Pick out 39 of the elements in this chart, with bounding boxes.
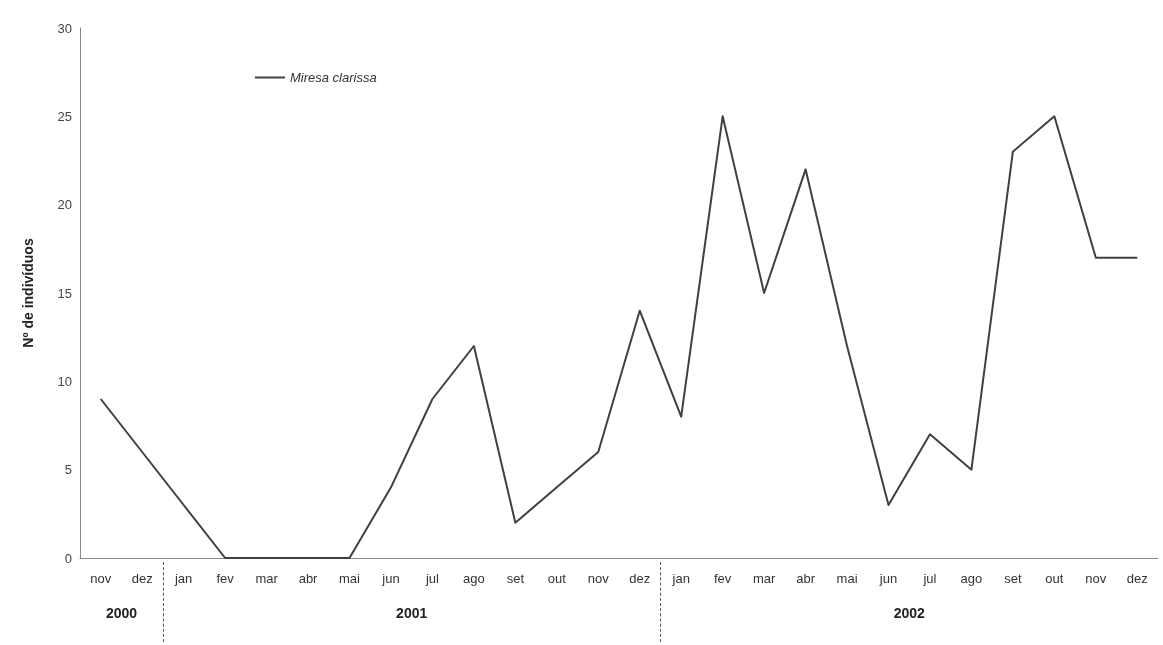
- x-tick-label: nov: [90, 571, 112, 586]
- x-tick-label: out: [547, 571, 567, 586]
- x-tick-label: jul: [922, 571, 937, 586]
- x-tick-label: abr: [298, 571, 319, 586]
- x-tick-label: set: [1004, 571, 1022, 586]
- x-tick-label: jun: [878, 571, 898, 586]
- x-tick-label: ago: [463, 571, 485, 586]
- text: 2001: [396, 605, 428, 621]
- line-series: [99, 115, 1139, 559]
- y-axis-title: Nº de indivíduos: [20, 238, 36, 348]
- y-tick-label: 0: [64, 550, 72, 566]
- x-tick-label: dez: [629, 571, 651, 586]
- x-tick-label: ago: [960, 571, 983, 586]
- x-tick-label: mar: [752, 571, 776, 586]
- y-tick-label: 30: [57, 20, 72, 36]
- x-tick-label: dez: [131, 571, 153, 586]
- x-tick-label: set: [506, 571, 525, 586]
- y-tick-label: 25: [57, 108, 72, 124]
- x-tick-label: fev: [216, 571, 235, 586]
- text: 2002: [893, 605, 925, 621]
- y-tick-label: 10: [57, 373, 72, 389]
- y-tick-label: 20: [57, 197, 72, 213]
- x-tick-label: fev: [713, 571, 732, 586]
- x-tick-label: mai: [339, 571, 361, 586]
- y-tick-label: 5: [64, 462, 72, 478]
- x-tick-label: dez: [1126, 571, 1148, 586]
- x-tick-label: nov: [1085, 571, 1107, 586]
- x-tick-label: jun: [381, 571, 400, 586]
- x-tick-label: jan: [173, 571, 193, 586]
- x-tick-label: abr: [796, 571, 816, 586]
- text: 2000: [105, 605, 138, 621]
- x-tick-label: mai: [836, 571, 858, 586]
- legend-label: Miresa clarissa: [290, 70, 377, 85]
- y-tick-label: 15: [57, 285, 72, 301]
- x-tick-label: nov: [587, 571, 610, 586]
- x-tick-label: mar: [255, 571, 279, 586]
- x-tick-label: jan: [671, 571, 690, 586]
- x-tick-label: jul: [424, 571, 440, 586]
- x-tick-label: out: [1045, 571, 1064, 586]
